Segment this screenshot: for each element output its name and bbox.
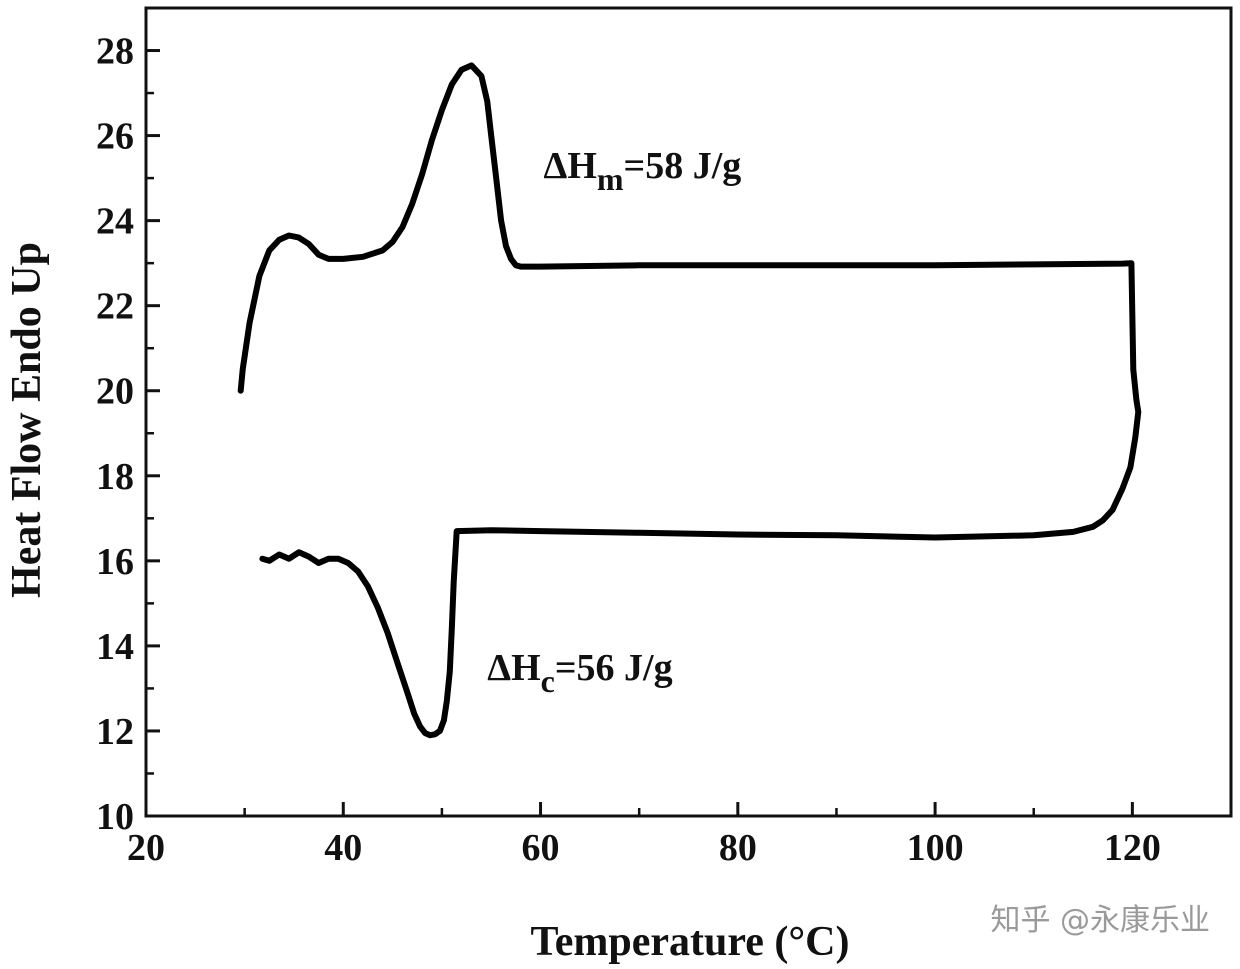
y-tick-label: 14: [96, 626, 134, 668]
y-tick-label: 28: [96, 31, 134, 73]
x-tick-label: 120: [1104, 827, 1161, 869]
annotation-value: =56 J/g: [555, 647, 673, 689]
y-tick-label: 26: [96, 116, 134, 158]
y-axis-ticks: 10 12 14 16 18 20 22 24 26 28: [96, 31, 160, 838]
y-tick-label: 20: [96, 371, 134, 413]
y-tick-label: 24: [96, 201, 134, 243]
annotation-melt: ΔHm=58 J/g: [544, 145, 742, 197]
x-axis-label: Temperature (°C): [531, 919, 850, 965]
annotation-cryst: ΔHc=56 J/g: [487, 647, 672, 699]
x-tick-label: 80: [719, 827, 757, 869]
y-tick-label: 22: [96, 286, 134, 328]
x-axis-ticks: 20 40 60 80 100 120: [127, 802, 1233, 869]
watermark: 知乎 @永康乐业: [990, 903, 1210, 938]
heating-curve: [237, 62, 1134, 394]
cooling-curve: [259, 260, 1142, 739]
y-tick-label: 10: [96, 796, 134, 838]
plot-frame: [144, 6, 1233, 818]
annotation-subscript: m: [597, 161, 624, 197]
x-tick-label: 60: [522, 827, 560, 869]
annotation-symbol: ΔH: [487, 647, 540, 689]
x-tick-label: 100: [907, 827, 964, 869]
y-tick-label: 16: [96, 541, 134, 583]
y-axis-label: Heat Flow Endo Up: [4, 242, 50, 598]
series-layer: [237, 62, 1142, 739]
annotation-subscript: c: [541, 663, 555, 699]
y-tick-label: 18: [96, 456, 134, 498]
annotation-symbol: ΔH: [544, 145, 597, 187]
x-tick-label: 40: [324, 827, 362, 869]
annotation-value: =58 J/g: [624, 145, 742, 187]
x-tick-label: 20: [127, 827, 165, 869]
y-tick-label: 12: [96, 711, 134, 753]
